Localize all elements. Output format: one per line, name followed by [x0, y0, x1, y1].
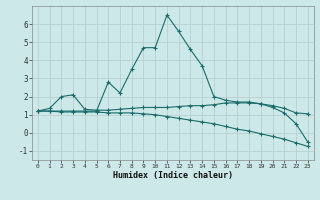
X-axis label: Humidex (Indice chaleur): Humidex (Indice chaleur) [113, 171, 233, 180]
